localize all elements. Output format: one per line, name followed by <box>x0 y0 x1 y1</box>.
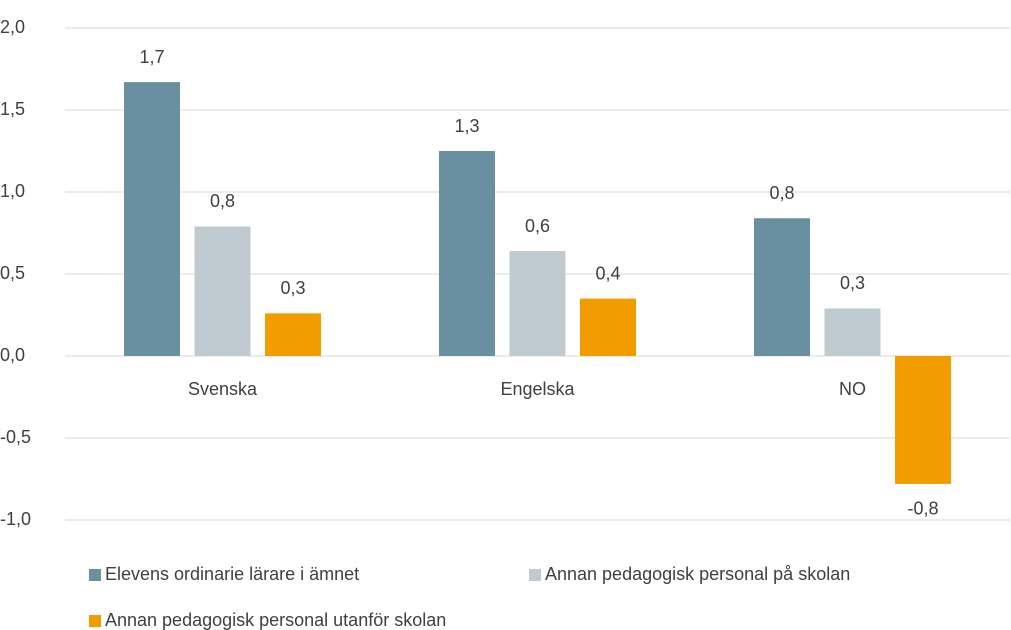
y-tick-label: 0,5 <box>0 263 25 283</box>
y-tick-label: 2,0 <box>0 17 25 37</box>
value-label: 1,3 <box>454 116 479 136</box>
value-label: 0,3 <box>840 273 865 293</box>
y-tick-label: 1,5 <box>0 99 25 119</box>
legend-swatch <box>529 569 541 581</box>
bar <box>194 226 251 356</box>
value-label: 0,3 <box>280 278 305 298</box>
bar <box>895 356 951 484</box>
bar <box>265 313 321 356</box>
value-label: 1,7 <box>139 47 164 67</box>
legend-label: Elevens ordinarie lärare i ämnet <box>105 564 359 584</box>
x-tick-label: Svenska <box>188 379 258 399</box>
legend-swatch <box>89 569 101 581</box>
bar <box>754 218 810 356</box>
y-tick-label: 1,0 <box>0 181 25 201</box>
value-label: -0,8 <box>907 499 938 519</box>
value-label: 0,8 <box>210 191 235 211</box>
bar <box>824 308 881 356</box>
bar <box>439 151 495 356</box>
value-label: 0,6 <box>525 216 550 236</box>
bar <box>124 82 180 357</box>
x-tick-label: NO <box>839 379 866 399</box>
y-tick-label: -1,0 <box>0 509 31 529</box>
x-tick-label: Engelska <box>500 379 575 399</box>
bar <box>580 298 636 356</box>
legend-label: Annan pedagogisk personal utanför skolan <box>105 610 446 630</box>
y-tick-label: -0,5 <box>0 427 31 447</box>
legend-label: Annan pedagogisk personal på skolan <box>545 564 850 584</box>
value-label: 0,8 <box>769 183 794 203</box>
legend-swatch <box>89 615 101 627</box>
value-label: 0,4 <box>595 263 620 283</box>
bar <box>509 251 566 356</box>
y-tick-label: 0,0 <box>0 345 25 365</box>
